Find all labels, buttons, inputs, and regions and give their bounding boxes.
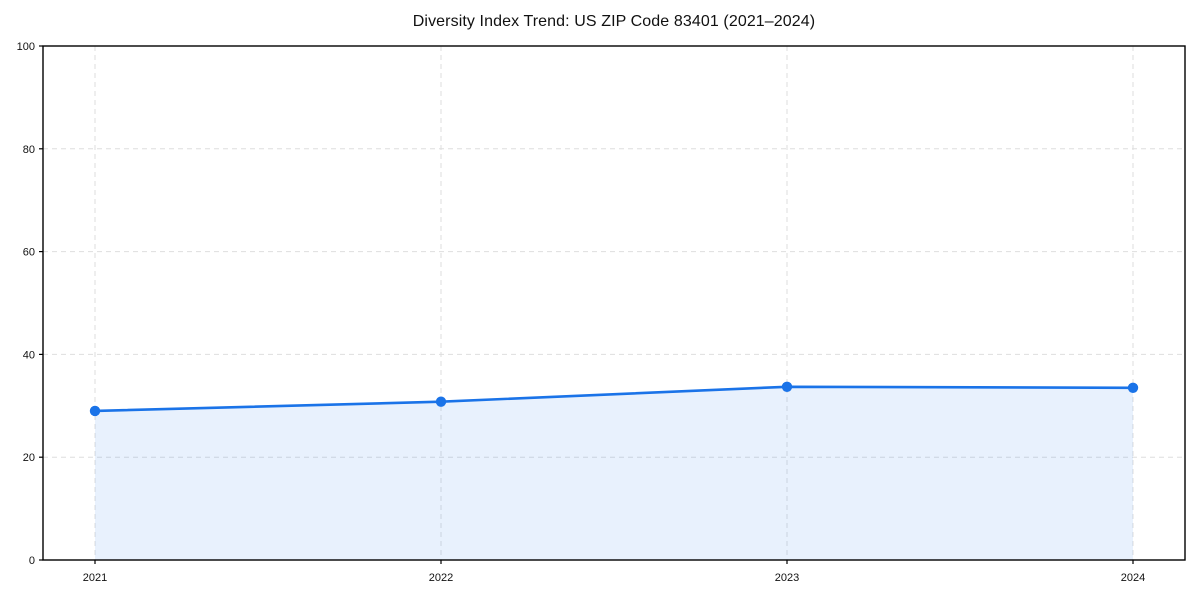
plot-border [42,45,1186,561]
y-tick-label: 100 [17,41,35,53]
x-tick-label: 2022 [429,572,453,584]
x-tick-label: 2023 [775,572,799,584]
data-point [781,381,793,392]
y-tick-label: 40 [23,349,35,361]
chart-title: Diversity Index Trend: US ZIP Code 83401… [412,13,816,30]
y-tick-label: 80 [23,144,35,156]
y-tick-label: 0 [29,555,35,567]
area-fill [95,386,1133,560]
y-tick-label: 60 [23,247,35,259]
y-tick-label: 20 [23,452,35,464]
trend-line [93,385,1135,413]
x-tick-label: 2021 [83,572,107,584]
data-point [1127,382,1139,394]
x-tick-label: 2024 [1121,572,1145,584]
data-point [89,405,101,417]
data-point [435,396,447,407]
